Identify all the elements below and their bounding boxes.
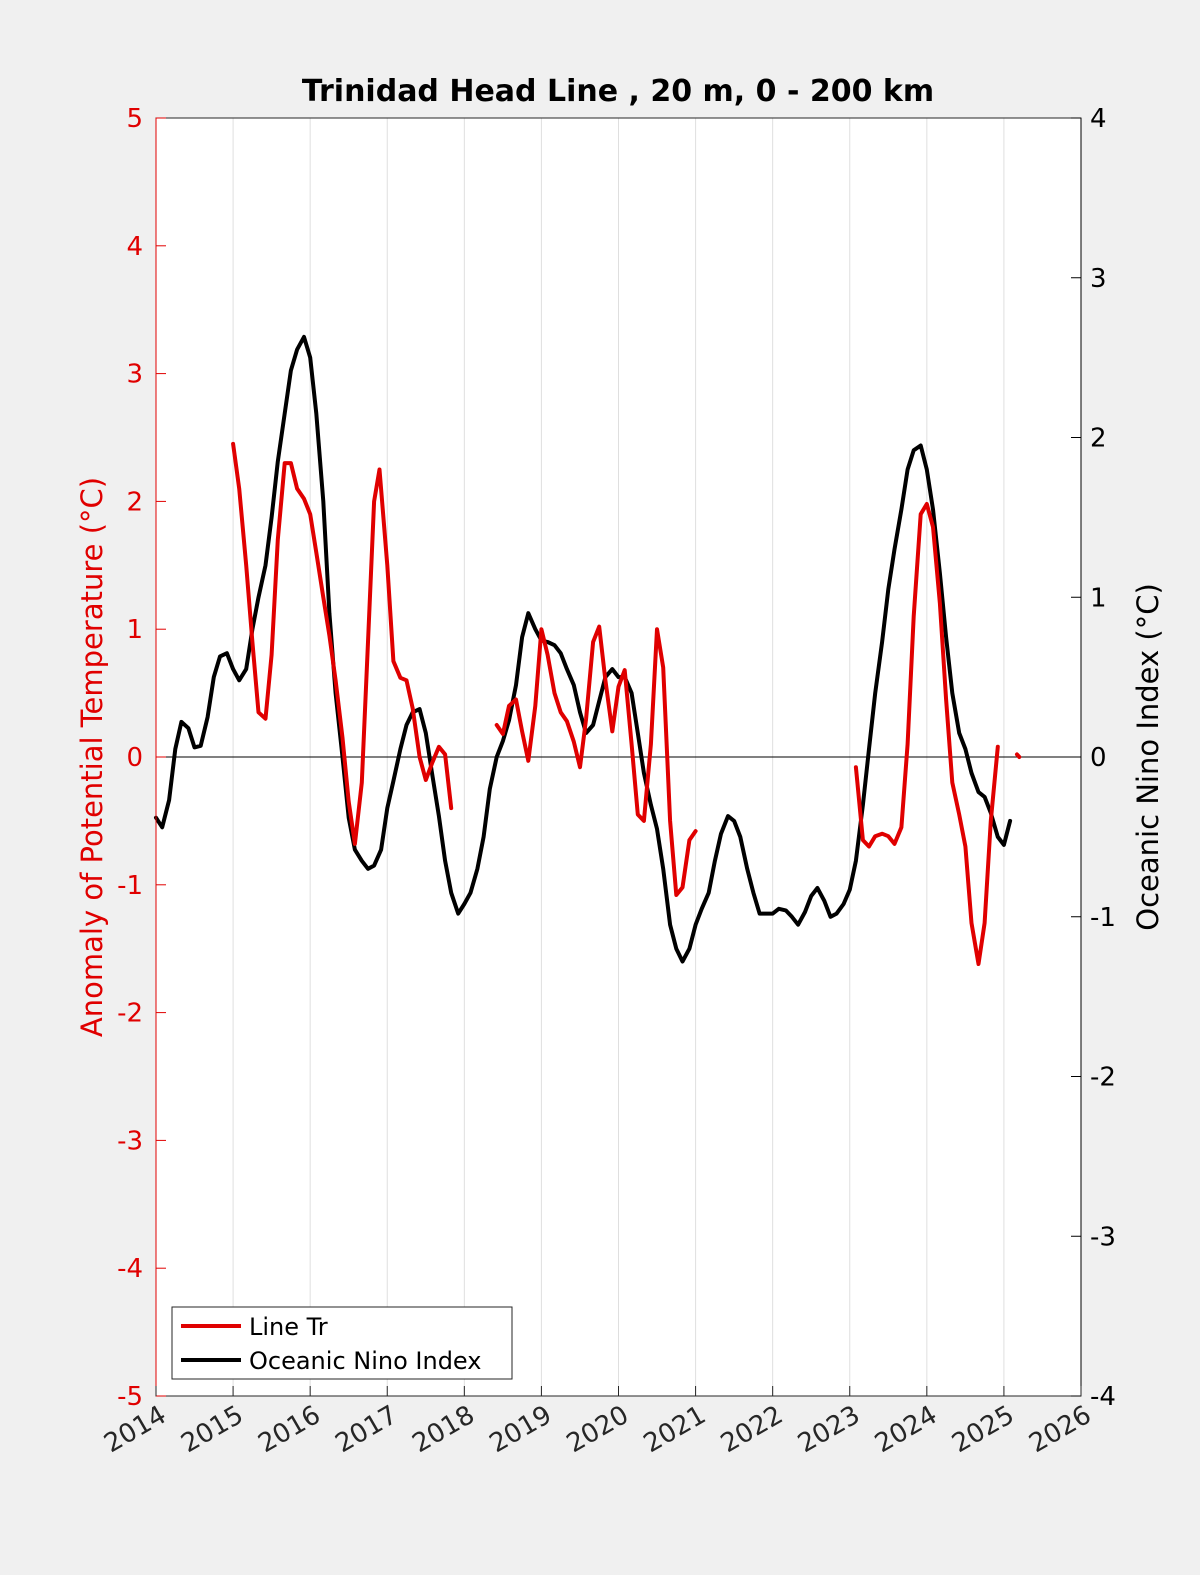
series-line-tr-segment-3: [853, 502, 1000, 966]
series-oceanic-nino-index-segment-1: [154, 334, 1013, 964]
left-y-axis-label: Anomaly of Potential Temperature (°C): [75, 477, 109, 1037]
right-tick-label-2: 2: [1090, 424, 1107, 454]
legend-label-line-tr: Line Tr: [249, 1313, 328, 1341]
left-tick-label--2: -2: [117, 999, 143, 1029]
legend: Line Tr Oceanic Nino Index: [171, 1306, 513, 1380]
left-tick-label--4: -4: [117, 1254, 143, 1284]
series-layer: [154, 334, 1022, 966]
left-tick-label-2: 2: [126, 487, 143, 517]
right-tick-label--3: -3: [1090, 1222, 1116, 1252]
right-tick-label-0: 0: [1090, 743, 1107, 773]
right-tick-label-3: 3: [1090, 264, 1107, 294]
right-y-axis: 4 3 2 1 0 -1 -2 -3 -4: [1071, 104, 1116, 1412]
right-y-axis-label: Oceanic Nino Index (°C): [1131, 583, 1165, 931]
left-tick-label-0: 0: [126, 743, 143, 773]
series-line-tr-segment-4: [1015, 752, 1022, 759]
left-tick-label-5: 5: [126, 104, 143, 134]
left-tick-label--5: -5: [117, 1382, 143, 1412]
chart-title: Trinidad Head Line , 20 m, 0 - 200 km: [302, 74, 934, 109]
right-tick-label--4: -4: [1090, 1382, 1116, 1412]
legend-box: [171, 1306, 513, 1380]
right-tick-label-4: 4: [1090, 104, 1107, 134]
right-tick-label-1: 1: [1090, 583, 1107, 613]
right-tick-label--2: -2: [1090, 1063, 1116, 1093]
right-tick-label--1: -1: [1090, 903, 1116, 933]
series-line-tr-segment-1: [231, 441, 454, 846]
left-y-axis: 5 4 3 2 1 0 -1 -2 -3 -4 -5: [117, 104, 166, 1412]
left-tick-label--3: -3: [117, 1126, 143, 1156]
left-tick-label--1: -1: [117, 871, 143, 901]
left-tick-label-4: 4: [126, 232, 143, 262]
series-line-tr-segment-2: [494, 624, 698, 897]
legend-label-oni: Oceanic Nino Index: [249, 1347, 481, 1375]
left-tick-label-1: 1: [126, 615, 143, 645]
left-tick-label-3: 3: [126, 360, 143, 390]
